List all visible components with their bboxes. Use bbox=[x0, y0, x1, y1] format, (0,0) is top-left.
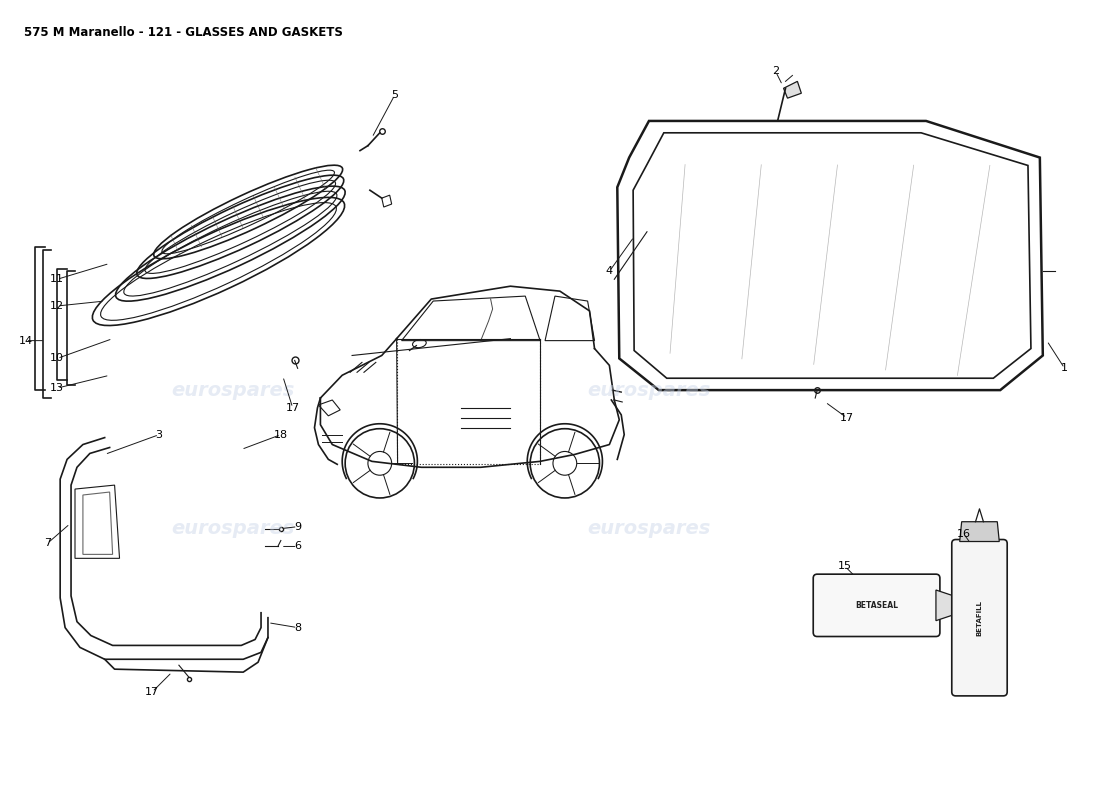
Text: 17: 17 bbox=[839, 413, 854, 423]
Text: 1: 1 bbox=[1062, 363, 1068, 374]
Text: 10: 10 bbox=[51, 354, 64, 363]
Text: 14: 14 bbox=[19, 336, 33, 346]
Text: 12: 12 bbox=[51, 301, 64, 311]
Text: 7: 7 bbox=[44, 538, 51, 549]
Text: 5: 5 bbox=[392, 90, 398, 100]
Text: 4: 4 bbox=[606, 266, 613, 276]
Polygon shape bbox=[959, 522, 999, 542]
Text: eurospares: eurospares bbox=[587, 381, 711, 400]
Text: BETAFILL: BETAFILL bbox=[977, 600, 982, 636]
Text: 9: 9 bbox=[294, 522, 301, 532]
FancyBboxPatch shape bbox=[952, 539, 1008, 696]
Text: 18: 18 bbox=[274, 430, 288, 440]
Text: 11: 11 bbox=[51, 274, 64, 284]
Text: 8: 8 bbox=[294, 622, 301, 633]
Text: 3: 3 bbox=[155, 430, 163, 440]
FancyBboxPatch shape bbox=[813, 574, 939, 637]
Text: 15: 15 bbox=[838, 562, 851, 571]
Text: 13: 13 bbox=[51, 383, 64, 393]
Text: eurospares: eurospares bbox=[587, 519, 711, 538]
Text: 17: 17 bbox=[286, 403, 300, 413]
Text: 6: 6 bbox=[294, 542, 301, 551]
Text: 575 M Maranello - 121 - GLASSES AND GASKETS: 575 M Maranello - 121 - GLASSES AND GASK… bbox=[23, 26, 342, 39]
Text: BETASEAL: BETASEAL bbox=[855, 601, 898, 610]
Text: 16: 16 bbox=[957, 529, 970, 538]
Text: 2: 2 bbox=[772, 66, 779, 77]
Polygon shape bbox=[783, 82, 802, 98]
Text: eurospares: eurospares bbox=[172, 381, 295, 400]
Polygon shape bbox=[936, 590, 954, 621]
Text: eurospares: eurospares bbox=[172, 519, 295, 538]
Text: 17: 17 bbox=[145, 687, 160, 697]
